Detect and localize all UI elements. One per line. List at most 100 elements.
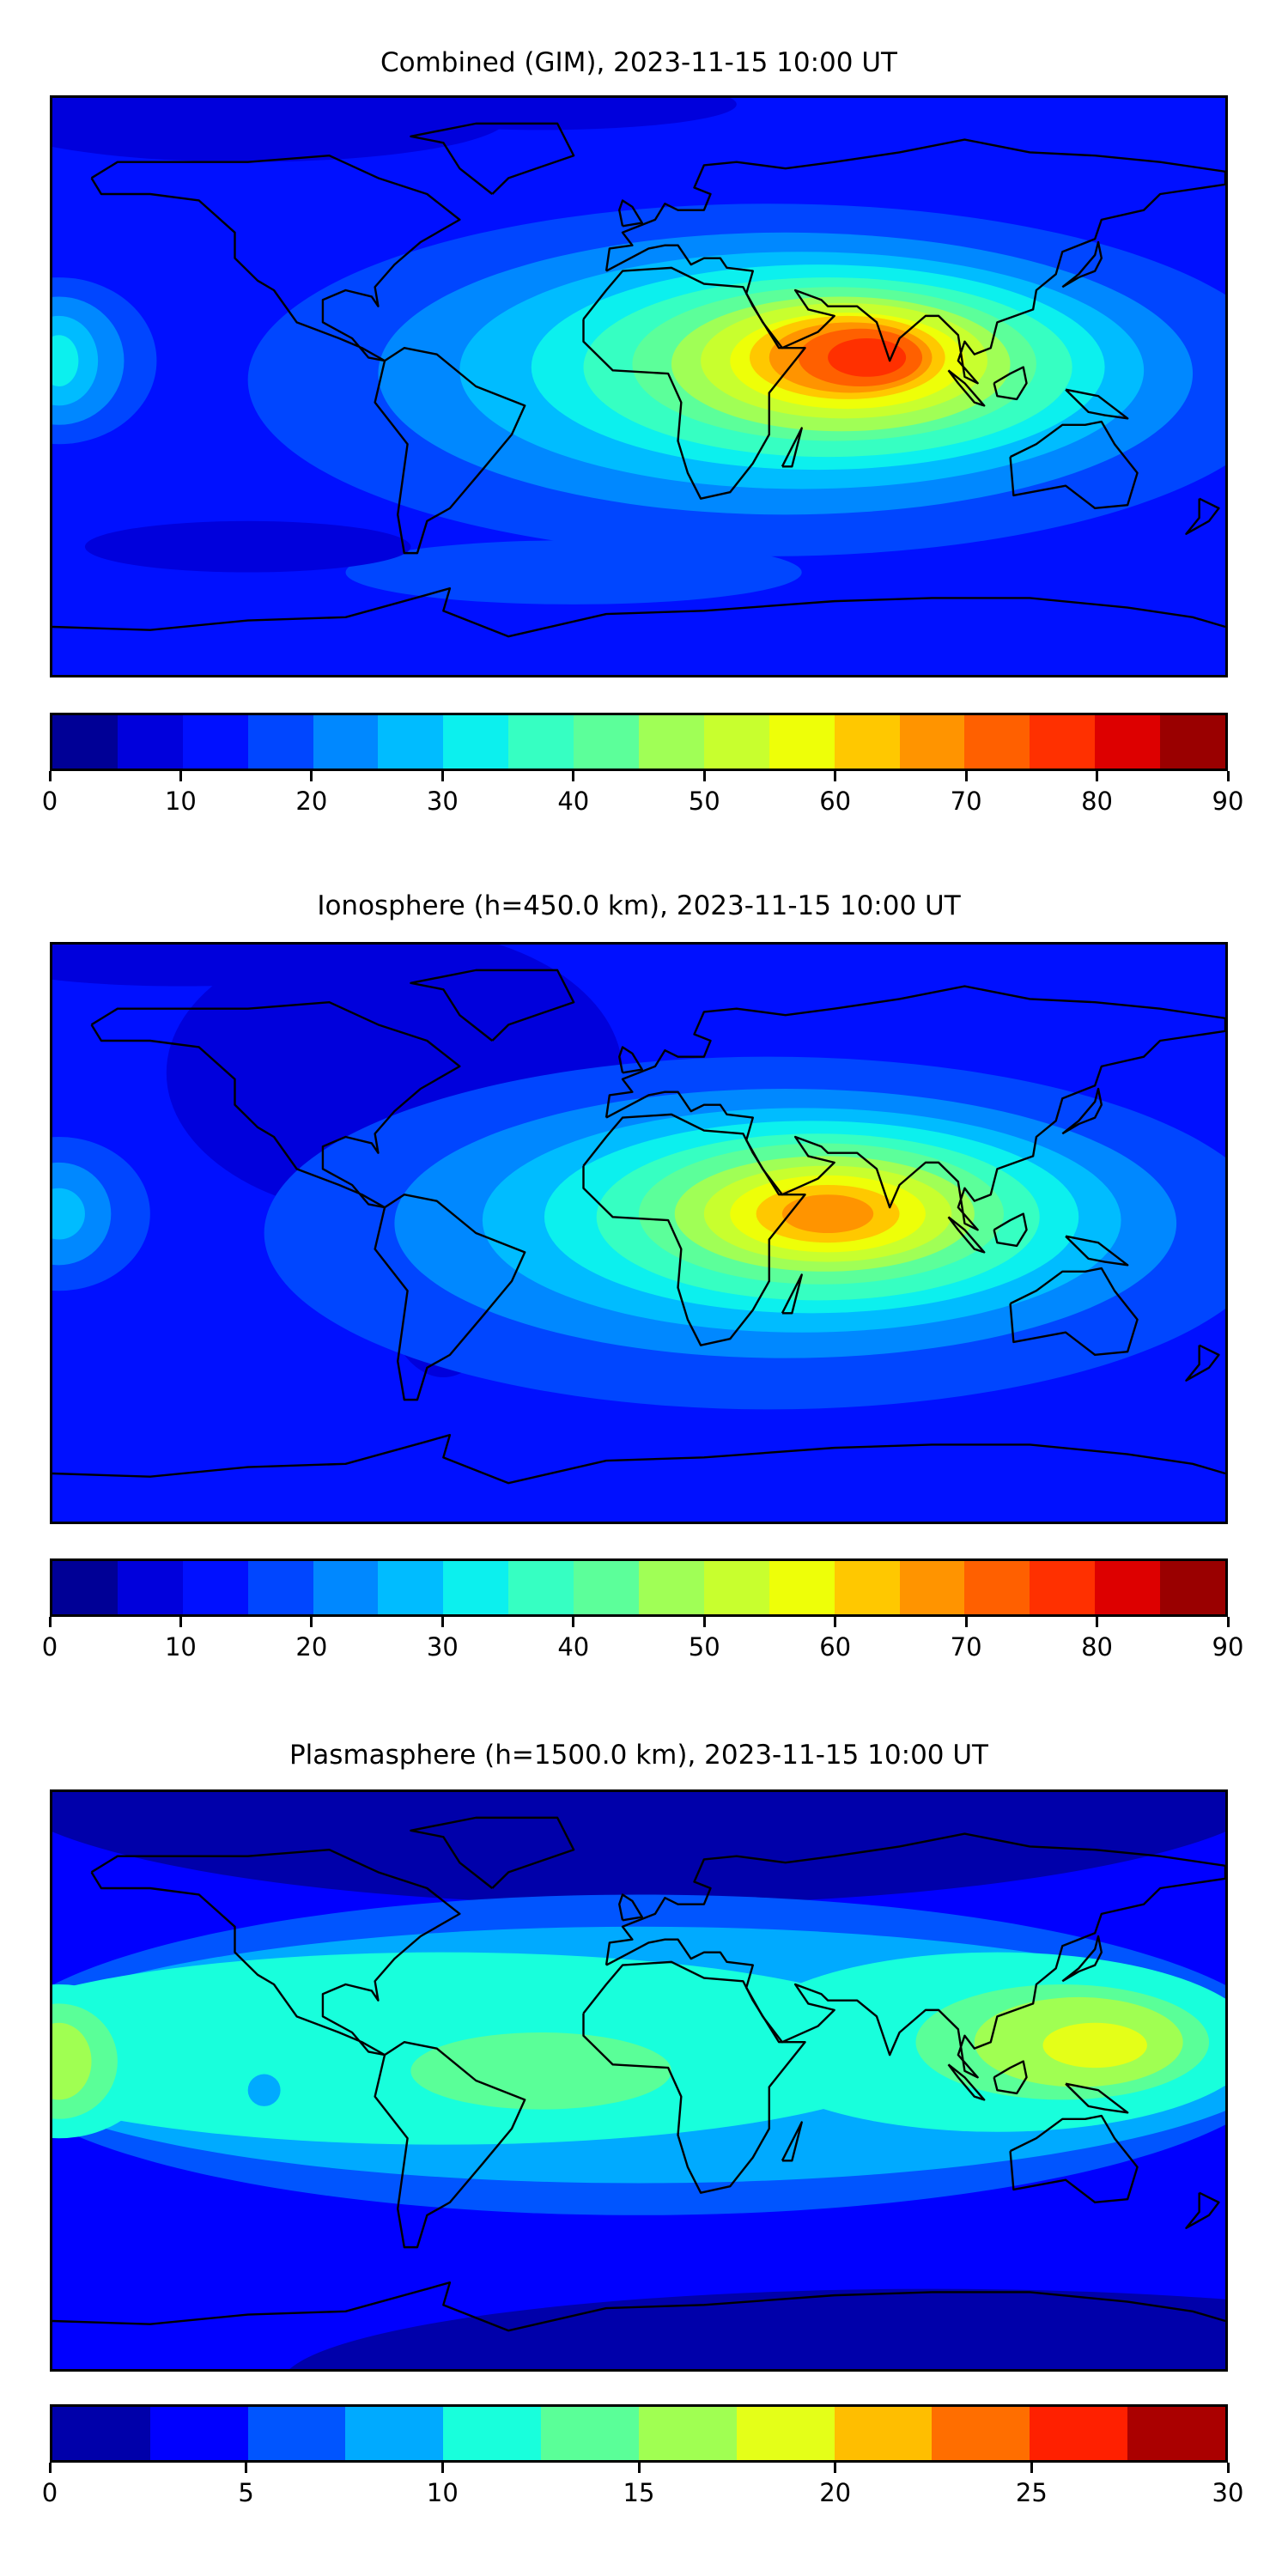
- coastline-eurasia: [606, 1834, 1225, 2078]
- tick-label: 80: [1081, 787, 1113, 816]
- coastline-southamerica: [375, 1194, 526, 1400]
- tick-mark: [310, 1617, 313, 1627]
- colorbar-segment: [443, 715, 509, 769]
- tick-label: 90: [1212, 1632, 1244, 1662]
- map-ionosphere-svg: [52, 945, 1225, 1522]
- colorbar-segment: [703, 1561, 769, 1614]
- colorbar-segment: [443, 1561, 509, 1614]
- colorbar-segment: [932, 2407, 1030, 2460]
- coastline-madagascar: [782, 2123, 802, 2161]
- map-combined-svg: [52, 98, 1225, 675]
- colorbar-segment: [508, 715, 574, 769]
- colorbar-segment: [1030, 715, 1096, 769]
- tick-mark: [702, 771, 706, 781]
- coastline-japan: [1062, 242, 1102, 287]
- colorbar-segment: [182, 1561, 248, 1614]
- title-combined: Combined (GIM), 2023-11-15 10:00 UT: [380, 47, 897, 78]
- coastline-greenland: [410, 970, 574, 1041]
- tick-label: 5: [238, 2478, 254, 2507]
- coastline-africa: [583, 268, 805, 499]
- tick-mark: [48, 1617, 52, 1627]
- colorbar-segment: [574, 715, 640, 769]
- colorbar-segment: [638, 2407, 737, 2460]
- tick-mark: [1096, 771, 1099, 781]
- tick-mark: [1226, 2463, 1230, 2473]
- colorbar-segment: [313, 715, 379, 769]
- colorbar-segment: [52, 1561, 118, 1614]
- colorbar-segment: [117, 1561, 183, 1614]
- tick-label: 15: [623, 2478, 655, 2507]
- coastline-newguinea: [1066, 390, 1127, 419]
- colorbar-segment: [639, 715, 704, 769]
- colorbar-segment: [52, 715, 118, 769]
- colorbar-segment: [1095, 715, 1161, 769]
- colorbar-segment: [378, 715, 444, 769]
- colorbar-segment: [345, 2407, 444, 2460]
- coastline-sumatra: [948, 370, 984, 405]
- coastline-australia: [1011, 422, 1138, 508]
- coastline-sumatra: [948, 1217, 984, 1252]
- coastline-eurasia: [606, 140, 1225, 384]
- colorbar-segment: [703, 715, 769, 769]
- tick-label: 80: [1081, 1632, 1113, 1662]
- tick-mark: [637, 2463, 641, 2473]
- coastline-northamerica: [92, 1002, 460, 1207]
- colorbar-segment: [769, 1561, 835, 1614]
- colorbar-segment: [1127, 2407, 1225, 2460]
- colorbar-segment: [541, 2407, 639, 2460]
- colorbar-segment: [443, 2407, 542, 2460]
- coastline-australia: [1011, 1268, 1138, 1355]
- colorbar-segment: [769, 715, 835, 769]
- coastline-southamerica: [375, 2042, 526, 2247]
- coastline-madagascar: [782, 1275, 802, 1314]
- tick-label: 70: [950, 1632, 982, 1662]
- tick-label: 0: [41, 1632, 58, 1662]
- contour-region: [52, 2022, 92, 2100]
- colorbar-ticks-combined: 0 10 20 30 40 50 60 70 80 90: [42, 771, 1243, 831]
- colorbar-segment: [834, 715, 900, 769]
- coastline-nz: [1186, 1346, 1218, 1381]
- coastline-sumatra: [948, 2064, 984, 2099]
- coastline-antarctica: [52, 588, 1225, 636]
- contour-region: [52, 1792, 1225, 1905]
- tick-label: 50: [688, 787, 720, 816]
- coastline-northamerica: [92, 1850, 460, 2055]
- tick-label: 20: [295, 787, 328, 816]
- map-combined: [50, 95, 1228, 677]
- coastline-borneo: [994, 1214, 1027, 1246]
- colorbar-segment: [964, 715, 1030, 769]
- tick-mark: [964, 1617, 968, 1627]
- coastline-britain: [619, 200, 642, 226]
- tick-mark: [440, 2463, 444, 2473]
- tick-mark: [179, 771, 182, 781]
- colorbar-segment: [834, 1561, 900, 1614]
- colorbar-segment: [52, 2407, 150, 2460]
- colorbar-segment: [313, 1561, 379, 1614]
- map-plasmasphere: [50, 1789, 1228, 2372]
- tick-mark: [1226, 1617, 1230, 1627]
- colorbar-segment: [1095, 1561, 1161, 1614]
- contour-region: [84, 520, 411, 573]
- tick-label: 30: [1212, 2478, 1244, 2507]
- coastline-antarctica: [52, 2282, 1225, 2330]
- tick-mark: [834, 2463, 837, 2473]
- coastline-greenland: [410, 1818, 574, 1888]
- tick-label: 40: [557, 1632, 590, 1662]
- coastline-britain: [619, 1047, 642, 1072]
- colorbar-segment: [247, 715, 313, 769]
- colorbar-segment: [899, 1561, 965, 1614]
- coastline-australia: [1011, 2116, 1138, 2202]
- colorbar-segment: [508, 1561, 574, 1614]
- tick-label: 30: [426, 787, 459, 816]
- colorbar-ticks-ionosphere: 0 10 20 30 40 50 60 70 80 90: [42, 1617, 1243, 1677]
- title-ionosphere: Ionosphere (h=450.0 km), 2023-11-15 10:0…: [317, 890, 961, 921]
- tick-label: 60: [819, 1632, 852, 1662]
- contour-region: [828, 338, 907, 377]
- colorbar-segment: [639, 1561, 704, 1614]
- tick-mark: [1030, 2463, 1033, 2473]
- tick-label: 0: [41, 787, 58, 816]
- tick-mark: [702, 1617, 706, 1627]
- colorbar-segment: [149, 2407, 248, 2460]
- colorbar-segment: [247, 1561, 313, 1614]
- coastline-greenland: [410, 124, 574, 194]
